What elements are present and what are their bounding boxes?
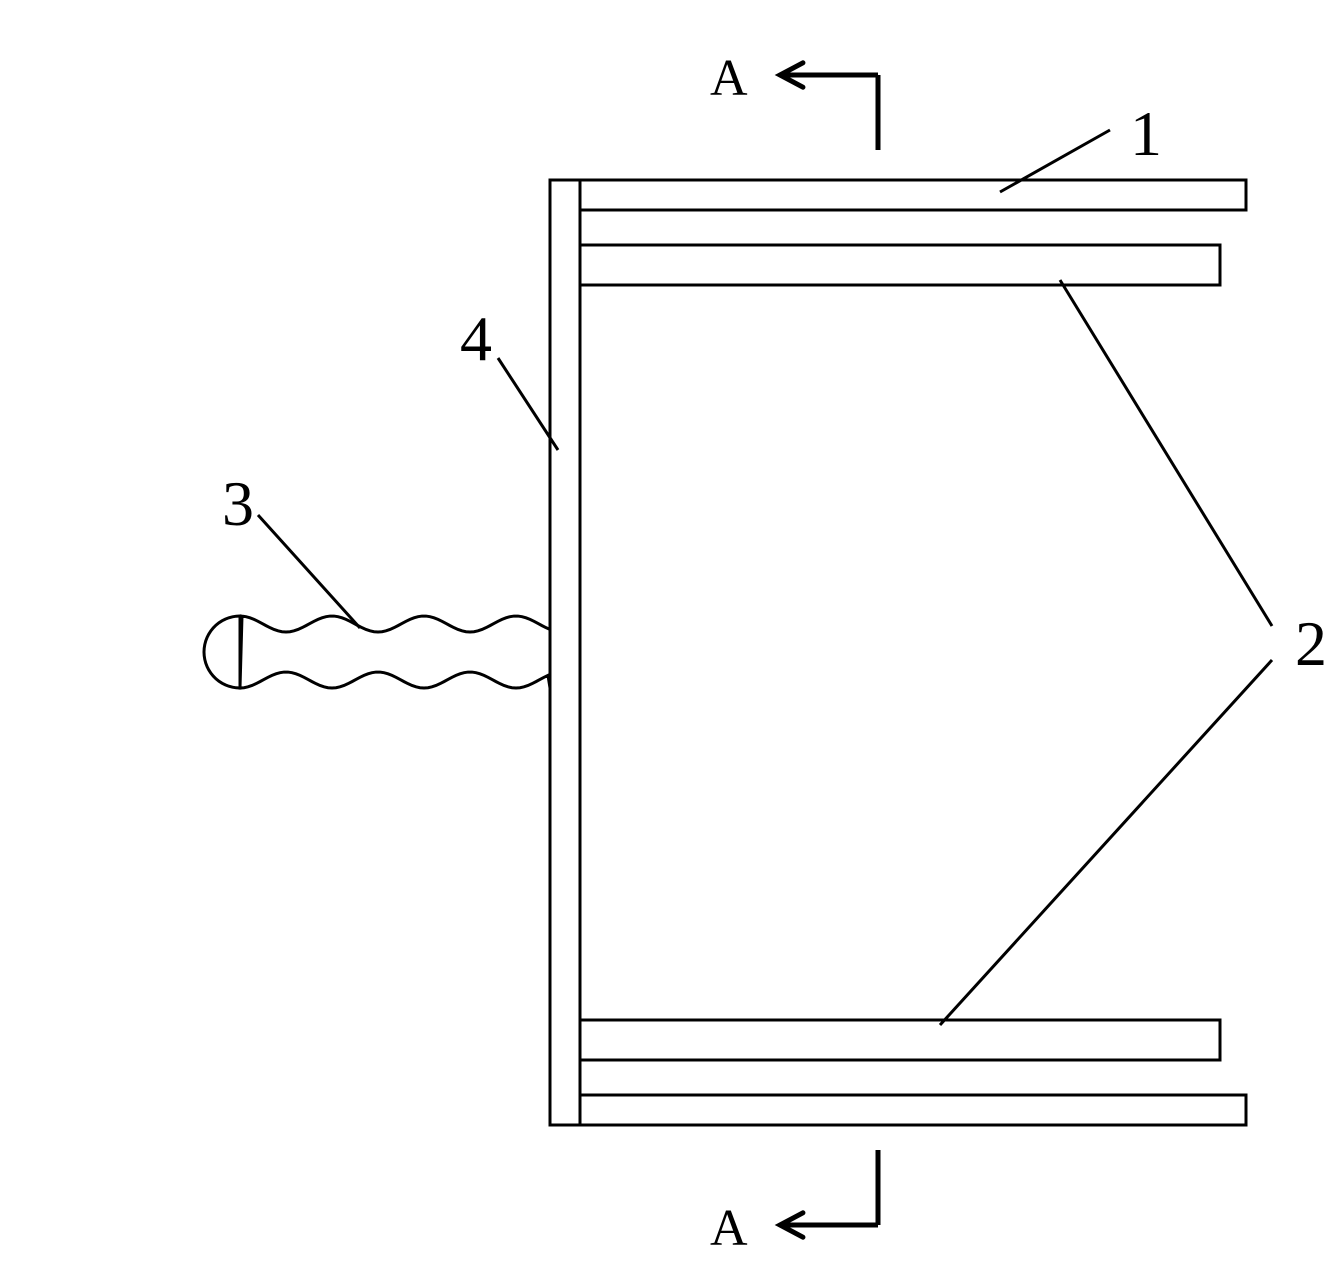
callout-1-label: 1 [1130,98,1162,169]
back-plate [550,180,580,1125]
callout-4: 4 [460,303,558,450]
section-marker-label: A [710,50,748,107]
callout-4-label: 4 [460,303,492,374]
inner-sleeve-top [580,245,1220,285]
callout-2-label: 2 [1295,608,1327,679]
inner-sleeve-bottom [580,1020,1220,1060]
section-marker: A [710,50,878,150]
callout-2: 2 [940,280,1327,1025]
handle [204,616,550,688]
callout-1: 1 [1000,98,1162,192]
outer-sleeve-top [580,180,1246,210]
callout-3-label: 3 [222,468,254,539]
section-marker-label: A [710,1200,748,1257]
callout-3: 3 [222,468,360,628]
section-marker: A [710,1150,878,1257]
outer-sleeve-bottom [580,1095,1246,1125]
